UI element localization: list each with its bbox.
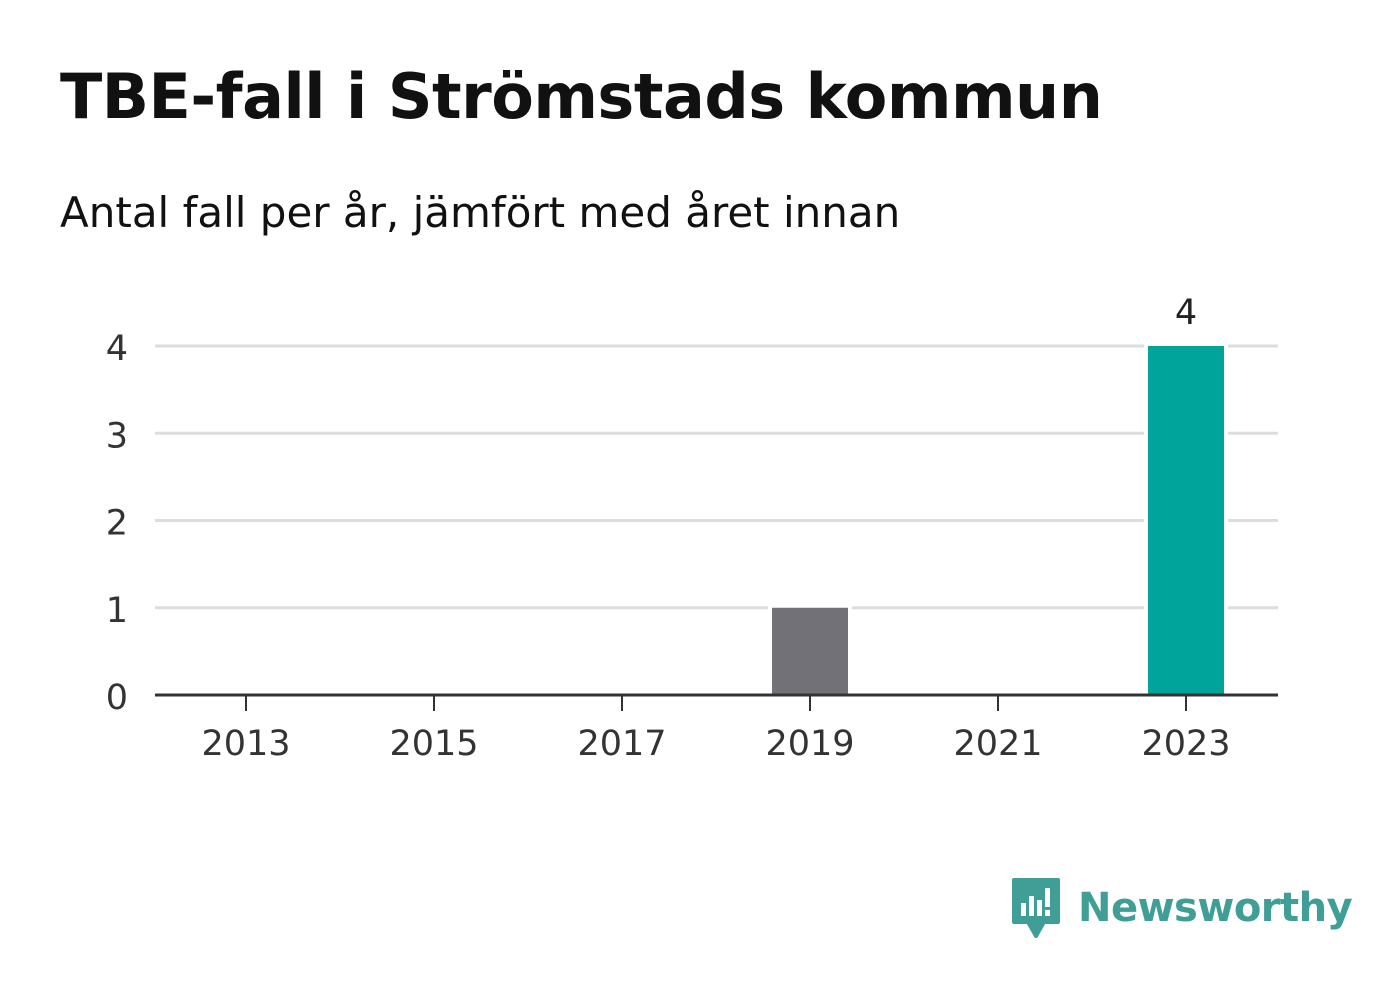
brand-logo: Newsworthy xyxy=(1010,876,1353,940)
newsworthy-logo-icon xyxy=(1012,878,1060,938)
chart-title: TBE-fall i Strömstads kommun xyxy=(60,60,1103,133)
y-tick-label: 2 xyxy=(106,504,128,544)
data-label: 4 xyxy=(1175,293,1197,333)
chart-subtitle: Antal fall per år, jämfört med året inna… xyxy=(60,188,901,237)
x-tick-label: 2019 xyxy=(765,724,854,764)
x-tick-label: 2013 xyxy=(201,724,290,764)
bar xyxy=(772,607,848,695)
brand-name: Newsworthy xyxy=(1078,885,1353,931)
y-tick-label: 0 xyxy=(106,678,128,718)
y-tick-label: 4 xyxy=(106,329,128,369)
x-tick-label: 2017 xyxy=(577,724,666,764)
x-tick-label: 2015 xyxy=(389,724,478,764)
x-tick-label: 2023 xyxy=(1141,724,1230,764)
y-tick-label: 1 xyxy=(106,591,128,631)
x-tick-label: 2021 xyxy=(953,724,1042,764)
y-tick-label: 3 xyxy=(106,416,128,456)
bar xyxy=(1148,346,1224,695)
